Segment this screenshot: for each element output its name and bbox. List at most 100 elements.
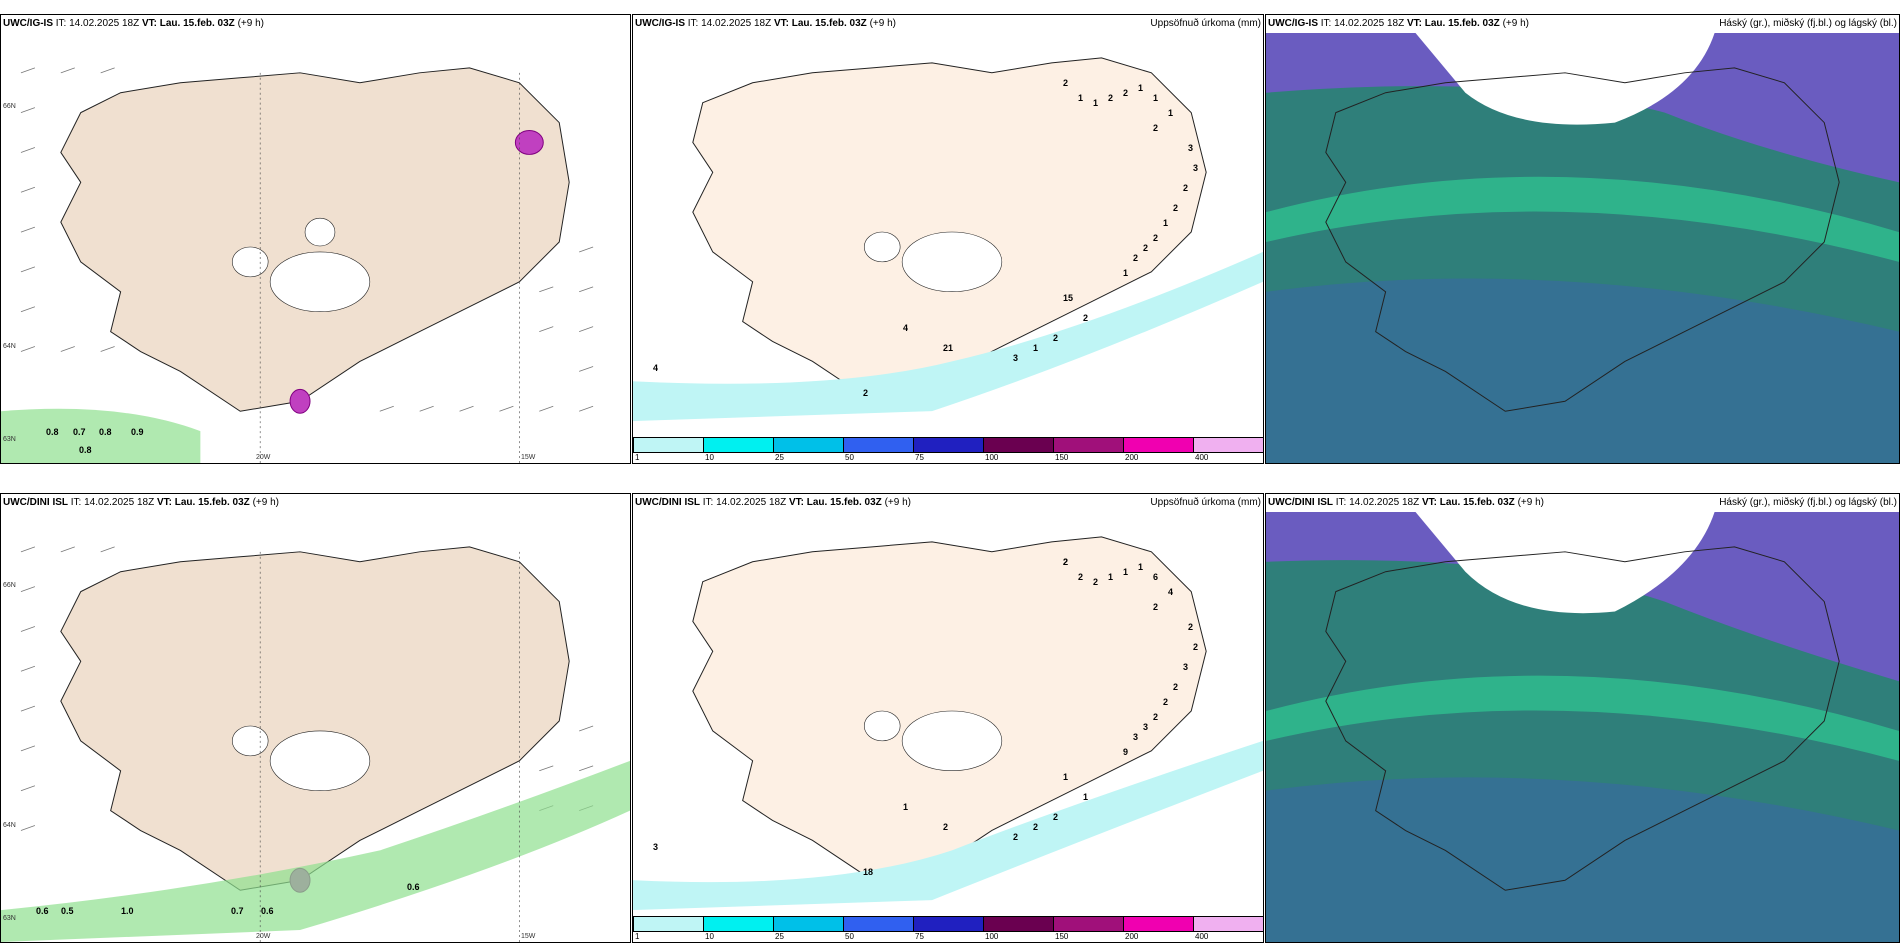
wind-value-label: 0.8 [99,427,112,437]
wind-value-label: 0.6 [407,882,420,892]
precip-value: 2 [1053,812,1059,822]
precip-value: 2 [1173,682,1179,692]
colorbar-swatch [773,437,844,453]
panel-header: UWC/IG-IS IT: 14.02.2025 18Z VT: Lau. 15… [633,15,1263,33]
precip-value: 2 [1188,622,1194,632]
colorbar-tick-label: 100 [985,932,999,941]
precip-value: 1 [1093,98,1099,108]
cloud-title: Háský (gr.), miðský (fj.bl.) og lágský (… [1719,18,1897,29]
precip-value: 2 [943,822,949,832]
vt-label: VT: [156,497,172,508]
it-value: 14.02.2025 18Z [1349,497,1420,508]
colorbar-tick-label: 100 [985,453,999,462]
lat-label: 64N [3,822,16,829]
precip-value: 2 [1193,642,1199,652]
colorbar-swatch [1053,916,1124,932]
colorbar-tick-label: 10 [705,932,714,941]
precip-value: 1 [1168,108,1174,118]
model-name: UWC/IG-IS [635,18,685,29]
precip-colorbar: 1 10 25 50 75 100 150 200 400 [633,914,1263,942]
precip-value: 1 [1138,83,1144,93]
wind-value-label: 0.6 [36,906,49,916]
precip-value: 2 [1123,88,1129,98]
glacier [901,710,1003,772]
colorbar-tick-label: 75 [915,453,924,462]
precip-value: 3 [1133,732,1139,742]
colorbar-tick-label: 200 [1125,932,1139,941]
wind-value-label: 0.5 [61,906,74,916]
colorbar-swatch [843,437,914,453]
precip-value: 3 [1188,143,1194,153]
precip-title: Uppsöfnuð úrkoma (mm) [1150,18,1261,29]
model-name: UWC/DINI ISL [635,497,700,508]
colorbar-swatch [1193,916,1263,932]
colorbar-swatch [913,916,984,932]
precip-value: 2 [1163,697,1169,707]
lead-time: (+9 h) [237,18,264,29]
precip-value: 3 [1013,353,1019,363]
it-value: 14.02.2025 18Z [716,497,787,508]
precip-value: 2 [1133,253,1139,263]
colorbar-swatch [1053,437,1124,453]
precip-value: 2 [1083,313,1089,323]
precip-value: 3 [1143,722,1149,732]
glacier [901,231,1003,293]
precip-value: 2 [1033,822,1039,832]
vt-value: Lau. 15.feb. 03Z [159,18,235,29]
wind-value-label: 0.7 [73,427,86,437]
precip-value: 1 [1138,562,1144,572]
colorbar-tick-label: 1 [635,932,640,941]
it-value: 14.02.2025 18Z [84,497,155,508]
precip-value: 2 [1063,557,1069,567]
precip-title: Uppsöfnuð úrkoma (mm) [1150,497,1261,508]
colorbar-swatch [633,437,704,453]
colorbar-swatch [773,916,844,932]
it-value: 14.02.2025 18Z [701,18,772,29]
lon-label: 20W [256,933,271,940]
lead-time: (+9 h) [884,497,911,508]
it-label: IT: [55,18,67,29]
panel-header: UWC/DINI ISL IT: 14.02.2025 18Z VT: Lau.… [633,494,1263,512]
it-value: 14.02.2025 18Z [1334,18,1405,29]
precip-value: 1 [1083,792,1089,802]
model-name: UWC/IG-IS [3,18,53,29]
glacier [863,710,901,742]
precip-value: 2 [1063,78,1069,88]
colorbar-swatch [983,437,1054,453]
map-svg [1266,33,1899,463]
wind-value-label: 0.8 [46,427,59,437]
iceland-land [692,57,1207,402]
precip-value: 2 [1063,557,1069,567]
lead-time: (+9 h) [252,497,279,508]
colorbar-tick-label: 400 [1195,453,1209,462]
panel-header: UWC/IG-IS IT: 14.02.2025 18Z VT: Lau. 15… [1266,15,1899,33]
colorbar-swatch [703,437,774,453]
precip-value: 1 [1153,93,1159,103]
lead-time: (+9 h) [1517,497,1544,508]
cloud-map [1266,512,1899,942]
colorbar-swatch [983,916,1054,932]
wind-green-band [1,760,630,942]
colorbar-swatch [1123,437,1194,453]
cloud-map [1266,33,1899,463]
wind-value-label: 0.8 [79,445,92,455]
precip-value: 4 [653,363,659,373]
wind-value-label: 0.9 [131,427,144,437]
precip-value: 18 [863,867,874,877]
wind-map: 20W 15W 66N 64N 63N 0.8 0.7 0.8 0.9 0.8 [1,33,630,463]
precip-map: 2 1 1 2 2 1 1 1 2 3 3 2 2 1 2 2 2 1 15 2 2 1 3 21 4 4 2 [633,33,1263,435]
it-label: IT: [1335,497,1347,508]
wind-value-label: 1.0 [121,906,134,916]
precip-value: 1 [1163,218,1169,228]
colorbar-tick-label: 50 [845,453,854,462]
lon-label: 15W [521,454,536,461]
colorbar-tick-label: 150 [1055,453,1069,462]
model-name: UWC/DINI ISL [1268,497,1333,508]
lat-label: 63N [3,915,16,922]
colorbar-tick-label: 200 [1125,453,1139,462]
colorbar-swatch [913,437,984,453]
precip-value: 3 [653,842,659,852]
precip-map-panel-bottom: UWC/DINI ISL IT: 14.02.2025 18Z VT: Lau.… [632,493,1264,943]
precip-value: 3 [1183,662,1189,672]
lon-label: 20W [256,454,271,461]
